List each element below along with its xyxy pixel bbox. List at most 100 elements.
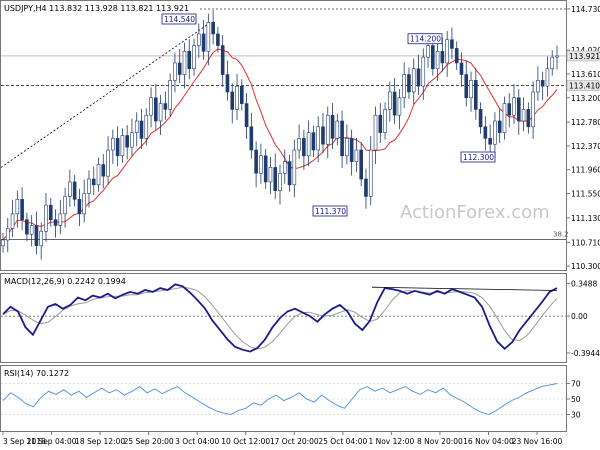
price-y-tick-label: 113.610 xyxy=(571,70,600,79)
candle-body xyxy=(536,80,540,93)
candle-body xyxy=(173,62,177,81)
price-y-tick-label: 113.200 xyxy=(571,94,600,103)
candle-body xyxy=(488,138,492,145)
candle-body xyxy=(302,138,306,157)
annotation-box xyxy=(407,33,443,45)
candle-body xyxy=(321,126,325,145)
candle-body xyxy=(130,132,134,148)
candle-body xyxy=(469,80,473,99)
candle-body xyxy=(216,33,220,46)
candle-body xyxy=(168,80,172,110)
candle-body xyxy=(426,45,430,58)
candle-body xyxy=(540,80,545,87)
candle-body xyxy=(526,109,531,128)
candle-body xyxy=(44,204,48,232)
annotation-box xyxy=(460,151,496,163)
x-tick-label: 8 Nov 20:00 xyxy=(417,437,463,446)
candle-body xyxy=(268,167,273,183)
price-panel-frame xyxy=(0,0,567,271)
candle-body xyxy=(101,164,106,177)
candle-body xyxy=(20,199,24,220)
candle-body xyxy=(555,55,559,58)
candle-body xyxy=(282,161,287,174)
candle-body xyxy=(345,138,349,157)
current-price-box xyxy=(566,50,600,62)
candle-body xyxy=(330,114,335,139)
candle-body xyxy=(359,149,363,180)
rsi-panel-frame xyxy=(0,365,567,432)
candle-body xyxy=(134,120,139,133)
candle-body xyxy=(411,68,416,93)
candle-body xyxy=(72,181,77,200)
candle-body xyxy=(383,109,387,133)
candle-body xyxy=(402,74,406,99)
candle-body xyxy=(493,120,497,145)
candle-body xyxy=(249,126,254,151)
candle-body xyxy=(201,33,206,52)
candle-body xyxy=(125,135,129,148)
symbol-label: USDJPY,H4 113.832 113.928 113.821 113.92… xyxy=(4,4,189,13)
x-tick-label: 11 Sep 04:00 xyxy=(27,437,77,446)
candle-body xyxy=(144,114,149,139)
candle-body xyxy=(53,219,58,226)
dashed-level-box xyxy=(566,80,600,91)
candle-body xyxy=(10,213,15,229)
axis-layer: 114.730114.020113.610113.200112.780112.3… xyxy=(2,5,600,446)
candle-body xyxy=(407,74,411,93)
candle-body xyxy=(259,155,263,174)
price-y-tick-label: 112.780 xyxy=(571,118,600,127)
candle-body xyxy=(192,45,196,70)
candle-body xyxy=(15,199,20,215)
macd-trend-line xyxy=(371,286,558,291)
candle-body xyxy=(388,91,392,110)
annotation-label: 112.300 xyxy=(463,153,494,162)
candle-body xyxy=(149,97,153,116)
candle-body xyxy=(68,181,72,197)
dashed-level-label: 113.410 xyxy=(569,82,600,91)
candle-body xyxy=(211,22,215,35)
price-y-tick-label: 110.300 xyxy=(571,262,600,271)
macd-line xyxy=(2,283,558,353)
candle-body xyxy=(177,62,182,75)
candle-body xyxy=(111,138,115,151)
candle-body xyxy=(29,225,34,235)
candle-body xyxy=(464,74,469,99)
candle-body xyxy=(82,193,86,215)
price-y-tick-label: 112.370 xyxy=(571,142,600,151)
candle-body xyxy=(454,48,459,64)
candle-body xyxy=(254,149,258,174)
x-tick-label: 10 Oct 12:00 xyxy=(221,437,270,446)
x-tick-label: 25 Oct 04:00 xyxy=(318,437,367,446)
candle-body xyxy=(77,199,82,215)
candle-body xyxy=(497,120,502,133)
candle-body xyxy=(120,135,125,157)
x-tick-label: 25 Sep 20:00 xyxy=(124,437,174,446)
x-tick-label: 1 Nov 12:00 xyxy=(368,437,414,446)
annotation-box xyxy=(161,13,197,25)
candle-body xyxy=(5,228,10,241)
candle-body xyxy=(91,178,96,186)
candle-body xyxy=(287,161,292,186)
candle-body xyxy=(521,109,526,122)
macd-label: MACD(12,26,9) 0.2242 0.1994 xyxy=(4,277,126,286)
price-y-tick-label: 111.130 xyxy=(571,214,600,223)
candle-body xyxy=(87,178,91,194)
candle-body xyxy=(278,172,282,191)
rsi-layer xyxy=(1,383,566,415)
rsi-line xyxy=(2,383,558,415)
candle-body xyxy=(373,114,378,151)
macd-signal-line xyxy=(2,286,558,350)
candle-body xyxy=(445,39,449,64)
candle-body xyxy=(392,91,397,116)
candle-body xyxy=(378,114,383,133)
candle-body xyxy=(297,138,301,151)
candle-body xyxy=(325,114,330,145)
rsi-label: RSI(14) 70.1272 xyxy=(4,369,69,378)
x-tick-label: 16 Nov 04:00 xyxy=(463,437,514,446)
candle-body xyxy=(1,239,5,247)
macd-y-tick-label: 0.3488 xyxy=(571,280,597,289)
candle-body xyxy=(416,68,421,87)
candle-body xyxy=(340,120,344,157)
candle-body xyxy=(187,51,192,70)
